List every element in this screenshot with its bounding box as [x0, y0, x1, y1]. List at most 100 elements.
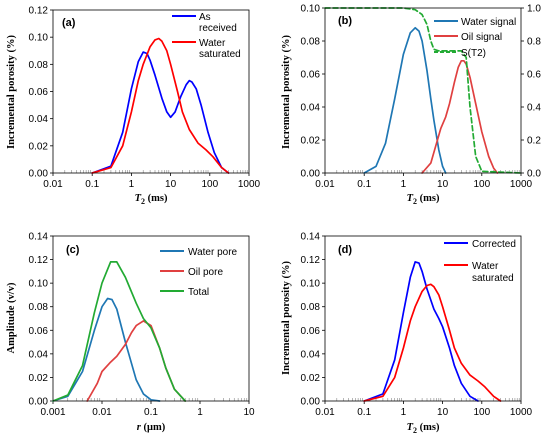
- panel-c-xlabel-r: r: [137, 422, 142, 433]
- panel-b-series-s-t2: [324, 7, 522, 174]
- panel-c-ytick-label: 0.02: [29, 373, 49, 384]
- panel-d-ytick-label: 0.08: [301, 302, 321, 313]
- panel-a-ytick-label: 0.08: [29, 60, 49, 71]
- panel-c: 0.00 0.02 0.04 0.06 0.08 0.10 0.12 0.14 0.001 0.0…: [6, 232, 255, 434]
- panel-b-xtick-label: 1: [401, 179, 407, 190]
- panel-c-ytick-label: 0.10: [29, 279, 49, 290]
- legend-water-signal: Water signal: [461, 17, 516, 28]
- panel-d: 0.00 0.02 0.04 0.06 0.08 0.10 0.12 0.14 0.01 0.1 1…: [281, 232, 533, 436]
- panel-a-xlabel-sub: 2: [141, 197, 145, 206]
- panel-d-ytick-label: 0.04: [301, 349, 321, 360]
- panel-a-xtick-label: 1000: [238, 179, 261, 190]
- panel-b-y2tick-label: 0.4: [527, 103, 541, 114]
- panel-a-ytick-label: 0.04: [29, 114, 49, 125]
- panel-a-xtick-label: 1: [129, 179, 135, 190]
- panel-d-ytick-label: 0.14: [301, 232, 321, 243]
- panel-d-label: (d): [338, 244, 352, 256]
- panel-b-xtick-label: 0.1: [357, 179, 371, 190]
- legend-s-t2: S(T2): [461, 48, 486, 59]
- panel-a-legend: As received Water saturated: [172, 12, 241, 60]
- panel-d-series-water-saturated: [363, 283, 502, 402]
- panel-c-xtick-label: 10: [243, 407, 255, 418]
- panel-b-y2tick-label: 0.8: [527, 37, 541, 48]
- panel-d-xtick-label: 0.1: [357, 407, 371, 418]
- panel-b-y2tick-label: 0.0: [527, 169, 541, 180]
- panel-b-ytick-label: 0.08: [301, 37, 321, 48]
- panel-b-legend: Water signal Oil signal S(T2): [434, 17, 516, 59]
- panel-a-xlabel-t: T: [135, 193, 142, 204]
- panel-b-y2tick-label: 1.0: [527, 4, 541, 15]
- panel-a-xtick-label: 100: [201, 179, 218, 190]
- panel-a-ytick-label: 0.02: [29, 141, 49, 152]
- panel-b-lines: [324, 7, 522, 174]
- panel-b-xtick-label: 0.01: [315, 179, 335, 190]
- panel-d-series-corrected: [363, 261, 479, 402]
- panel-a-label: (a): [62, 17, 76, 29]
- panel-b-ytick-label: 0.06: [301, 70, 321, 81]
- panel-a-ytick-label: 0.10: [29, 33, 49, 44]
- panel-b-ytick-label: 0.10: [301, 4, 321, 15]
- panel-a-ticks: 0.00 0.02 0.04 0.06 0.08 0.10 0.12 0.01 0.1 1 10 10…: [29, 6, 261, 191]
- panel-a-series-as-received: [91, 51, 230, 174]
- panel-c-xtick-label: 0.01: [92, 407, 112, 418]
- panel-d-xlabel-t: T: [407, 422, 414, 433]
- panel-b-ytick-label: 0.04: [301, 103, 321, 114]
- panel-b-y2tick-label: 0.6: [527, 70, 541, 81]
- legend-corrected: Corrected: [472, 239, 516, 250]
- panel-b-y2tick-label: 0.2: [527, 136, 541, 147]
- panel-c-xtick-label: 1: [197, 407, 203, 418]
- panel-c-label: (c): [66, 244, 80, 256]
- panel-c-series-total: [52, 261, 187, 402]
- legend-as-received-2: received: [199, 23, 237, 34]
- panel-b-label: (b): [338, 15, 352, 27]
- panel-d-xlabel-sub: 2: [413, 426, 417, 435]
- legend-oil-pore: Oil pore: [188, 267, 223, 278]
- panel-d-ytick-label: 0.06: [301, 326, 321, 337]
- panel-a-ylabel: Incremental porosity (%): [6, 35, 17, 149]
- panel-c-ytick-label: 0.06: [29, 326, 49, 337]
- panel-c-ytick-label: 0.08: [29, 302, 49, 313]
- panel-c-xtick-label: 0.1: [144, 407, 158, 418]
- panel-a-plot-frame: [52, 9, 250, 174]
- legend-water-saturated-1: Water: [199, 38, 226, 49]
- panel-b-ytick-label: 0.00: [301, 169, 321, 180]
- panel-d-xlabel-unit: (ms): [417, 422, 440, 433]
- panel-b-xlabel: T2 (ms): [407, 193, 440, 206]
- legend-total: Total: [188, 287, 209, 298]
- panel-a-xlabel: T2 (ms): [135, 193, 168, 206]
- panel-c-ticks: 0.00 0.02 0.04 0.06 0.08 0.10 0.12 0.14 0.001 0.0…: [29, 232, 255, 419]
- legend-water-saturated-2: saturated: [199, 49, 241, 60]
- panel-d-legend: Corrected Water saturated: [444, 239, 516, 284]
- panel-a-ytick-label: 0.12: [29, 6, 49, 17]
- panel-b: 0.00 0.02 0.04 0.06 0.08 0.10 0.0 0.2 0.4 0.6 0.8 1…: [281, 4, 541, 207]
- panel-a: 0.00 0.02 0.04 0.06 0.08 0.10 0.12 0.01 0.1 1 10 10…: [6, 6, 261, 207]
- panel-d-ylabel: Incremental porosity (%): [281, 261, 292, 375]
- panel-a-xtick-label: 0.01: [43, 179, 63, 190]
- panel-a-series-water-saturated: [91, 37, 230, 174]
- panel-d-ytick-label: 0.10: [301, 279, 321, 290]
- panel-a-xlabel-unit: (ms): [145, 193, 168, 204]
- panel-d-lines: [363, 261, 502, 402]
- panel-d-xtick-label: 1000: [510, 407, 533, 418]
- panel-c-ytick-label: 0.04: [29, 349, 49, 360]
- panel-c-legend: Water pore Oil pore Total: [160, 247, 238, 298]
- panel-c-xlabel-unit: (μm): [141, 422, 166, 433]
- panel-a-lines: [91, 37, 230, 174]
- panel-c-ytick-label: 0.12: [29, 255, 49, 266]
- panel-b-plot-frame: [324, 7, 522, 174]
- panel-d-xtick-label: 100: [473, 407, 490, 418]
- panel-c-series-water-pore: [52, 297, 161, 402]
- panel-c-ylabel: Amplitude (v/v): [6, 282, 17, 353]
- panel-b-xtick-label: 100: [473, 179, 490, 190]
- panel-d-xlabel: T2 (ms): [407, 422, 440, 435]
- panel-a-ytick-label: 0.06: [29, 87, 49, 98]
- panel-b-xtick-label: 10: [437, 179, 449, 190]
- panel-d-ytick-label: 0.02: [301, 373, 321, 384]
- panel-b-series-oil-signal: [421, 59, 499, 174]
- legend-water-saturated-d-1: Water: [472, 261, 499, 272]
- panel-c-xlabel: r (μm): [137, 422, 166, 433]
- panel-b-ticks: 0.00 0.02 0.04 0.06 0.08 0.10 0.0 0.2 0.4 0.6 0.8 1…: [301, 4, 542, 191]
- panel-d-xtick-label: 1: [401, 407, 407, 418]
